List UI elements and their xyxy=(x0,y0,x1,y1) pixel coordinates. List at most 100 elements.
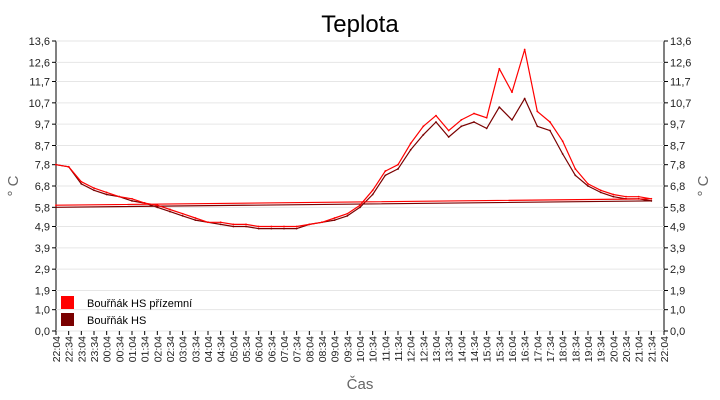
data-point xyxy=(409,142,412,145)
x-tick-label: 22:34 xyxy=(64,336,76,362)
y-tick-label-right: 5,8 xyxy=(670,202,685,214)
y-tick-label-right: 2,9 xyxy=(670,264,685,276)
data-point xyxy=(232,225,235,228)
data-point xyxy=(257,227,260,230)
data-point xyxy=(447,129,450,132)
x-tick-label: 22:04 xyxy=(659,336,671,362)
x-tick-label: 10:04 xyxy=(355,336,367,362)
y-tick-label-right: 10,7 xyxy=(670,98,691,110)
x-tick-label: 02:34 xyxy=(165,336,177,362)
x-tick-label: 08:04 xyxy=(304,336,316,362)
data-point xyxy=(80,180,83,183)
data-point xyxy=(574,168,577,170)
data-point xyxy=(650,200,653,202)
data-point xyxy=(523,97,526,100)
data-point xyxy=(156,206,159,209)
data-point xyxy=(156,204,159,207)
x-tick-label: 08:34 xyxy=(317,336,329,362)
y-tick-label-right: 6,8 xyxy=(670,181,685,193)
x-tick-label: 14:04 xyxy=(456,336,468,362)
data-point xyxy=(435,114,437,117)
data-point xyxy=(333,217,336,219)
data-point xyxy=(93,189,95,192)
data-point xyxy=(131,197,133,200)
x-tick-label: 16:34 xyxy=(520,336,532,362)
y-tick-label-left: 13,6 xyxy=(29,36,50,48)
data-point xyxy=(359,204,361,207)
data-point xyxy=(561,140,564,143)
x-tick-label: 05:34 xyxy=(241,336,253,362)
data-point xyxy=(283,225,285,228)
data-point xyxy=(511,118,513,121)
y-tick-label-left: 8,7 xyxy=(35,140,50,152)
y-tick-label-right: 7,8 xyxy=(670,160,685,172)
y-axis-label-right: ° C xyxy=(695,175,712,196)
x-axis-label: Čas xyxy=(347,376,374,393)
x-tick-label: 13:04 xyxy=(431,336,443,362)
x-tick-label: 14:34 xyxy=(469,336,481,362)
data-point xyxy=(80,182,83,185)
data-point xyxy=(283,227,285,230)
x-tick-label: 13:34 xyxy=(444,336,456,362)
data-point xyxy=(498,106,501,109)
x-tick-label: 15:04 xyxy=(482,336,494,362)
data-point xyxy=(194,219,197,222)
data-point xyxy=(587,185,589,187)
data-point xyxy=(587,182,589,185)
data-point xyxy=(397,168,399,170)
data-point xyxy=(447,136,450,138)
data-point xyxy=(308,223,311,226)
data-point xyxy=(549,129,551,132)
data-point xyxy=(181,212,184,215)
y-tick-label-left: 7,8 xyxy=(35,160,50,172)
y-tick-label-right: 13,6 xyxy=(670,36,691,48)
data-point xyxy=(384,170,387,172)
data-point xyxy=(131,200,133,202)
x-tick-label: 01:34 xyxy=(140,336,152,362)
data-point xyxy=(270,225,273,228)
data-point xyxy=(105,193,108,196)
data-point xyxy=(371,189,374,192)
data-point xyxy=(245,223,247,226)
x-tick-label: 03:34 xyxy=(190,336,202,362)
x-tick-label: 19:04 xyxy=(583,336,595,362)
x-tick-label: 20:34 xyxy=(621,336,633,362)
x-tick-label: 09:04 xyxy=(330,336,342,362)
x-tick-label: 01:04 xyxy=(127,336,139,362)
chart-title: Teplota xyxy=(321,11,399,38)
x-tick-label: 07:34 xyxy=(292,336,304,362)
data-point xyxy=(169,210,171,213)
data-point xyxy=(257,225,260,228)
y-tick-label-left: 1,9 xyxy=(35,285,50,297)
data-point xyxy=(295,227,298,230)
x-tick-label: 19:34 xyxy=(596,336,608,362)
data-point xyxy=(485,116,488,119)
x-tick-label: 23:34 xyxy=(89,336,101,362)
x-tick-label: 03:04 xyxy=(178,336,190,362)
x-tick-label: 00:34 xyxy=(114,336,126,362)
x-tick-label: 12:04 xyxy=(406,336,418,362)
x-tick-label: 22:04 xyxy=(51,336,63,362)
data-point xyxy=(612,195,615,198)
data-point xyxy=(599,189,602,192)
data-point xyxy=(270,227,273,230)
x-tick-label: 09:34 xyxy=(342,336,354,362)
y-tick-label-right: 1,0 xyxy=(670,305,685,317)
data-point xyxy=(549,121,551,123)
data-point xyxy=(207,221,209,224)
y-tick-label-left: 1,0 xyxy=(35,305,50,317)
x-tick-label: 18:04 xyxy=(558,336,570,362)
data-point xyxy=(612,193,615,196)
x-tick-label: 11:04 xyxy=(380,336,392,362)
data-point xyxy=(55,206,57,209)
data-point xyxy=(422,133,425,136)
x-tick-label: 00:04 xyxy=(102,336,114,362)
y-tick-label-left: 9,7 xyxy=(35,119,50,131)
y-axis-label-left: ° C xyxy=(5,175,22,196)
data-point xyxy=(346,212,349,215)
data-point xyxy=(485,127,488,130)
legend-label: Bouřňák HS xyxy=(87,315,146,327)
data-point xyxy=(599,191,602,194)
